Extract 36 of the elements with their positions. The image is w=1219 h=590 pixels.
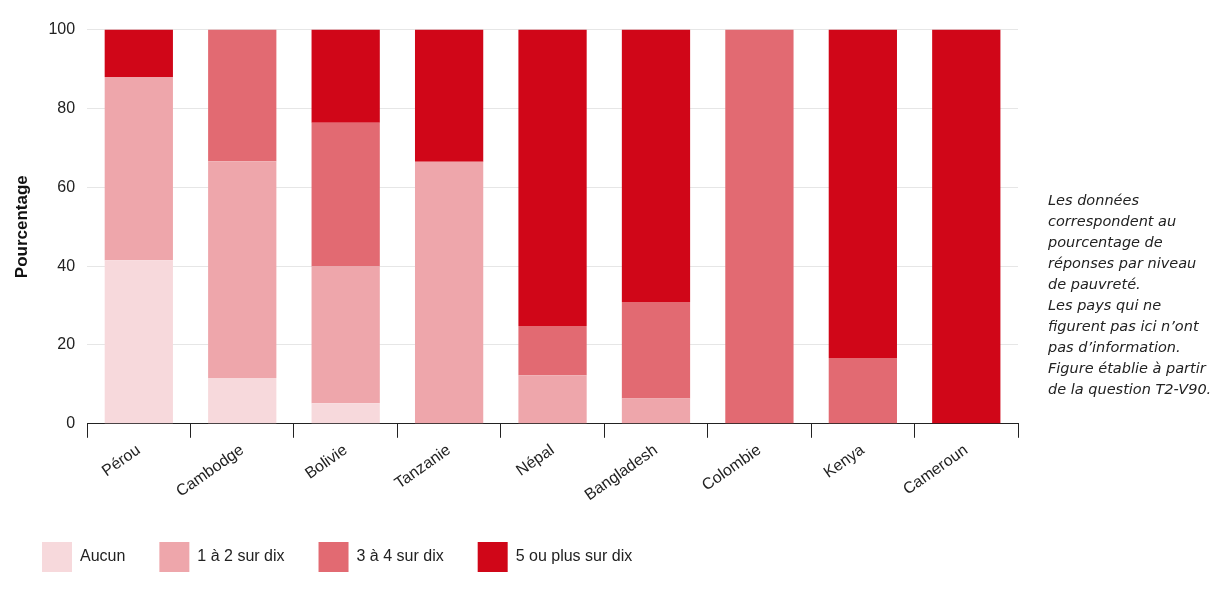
text: Figure établie à partir de la question T2-V90. bbox=[1048, 359, 1213, 399]
y-axis-title: Pourcentage bbox=[11, 175, 31, 279]
y-tick-label: 20 bbox=[57, 335, 76, 353]
text: Les données correspondent au pourcentage de réponses par niveau de pauvreté. bbox=[1048, 191, 1198, 294]
bar bbox=[725, 29, 794, 424]
y-tick-label: 0 bbox=[66, 414, 76, 432]
bar bbox=[518, 29, 587, 327]
y-tick-label: 80 bbox=[57, 98, 76, 116]
bar bbox=[518, 375, 587, 424]
bar bbox=[621, 301, 691, 399]
bar bbox=[311, 122, 380, 267]
bar bbox=[518, 326, 587, 376]
bar bbox=[932, 29, 1001, 424]
bar bbox=[828, 357, 897, 424]
bar bbox=[208, 29, 277, 162]
legend-label: 3 à 4 sur dix bbox=[356, 547, 444, 565]
bar bbox=[104, 260, 173, 424]
bar bbox=[414, 161, 484, 424]
bar bbox=[311, 403, 380, 424]
bar bbox=[621, 398, 691, 424]
bar bbox=[208, 378, 277, 424]
bar bbox=[104, 29, 173, 77]
y-tick-label: 100 bbox=[48, 20, 76, 38]
bar bbox=[621, 29, 691, 302]
y-tick-label: 40 bbox=[57, 256, 76, 274]
text: Les pays qui ne figurent pas ici n’ont pas d’information. bbox=[1048, 296, 1200, 357]
legend-label: Aucun bbox=[80, 547, 126, 565]
bar bbox=[828, 29, 897, 358]
legend-label: 5 ou plus sur dix bbox=[515, 547, 633, 565]
bar bbox=[104, 76, 173, 261]
bar bbox=[414, 29, 484, 162]
bar bbox=[311, 29, 380, 123]
y-tick-label: 60 bbox=[57, 177, 76, 195]
bar bbox=[311, 266, 380, 404]
bar bbox=[208, 161, 277, 379]
legend-label: 1 à 2 sur dix bbox=[197, 547, 285, 565]
